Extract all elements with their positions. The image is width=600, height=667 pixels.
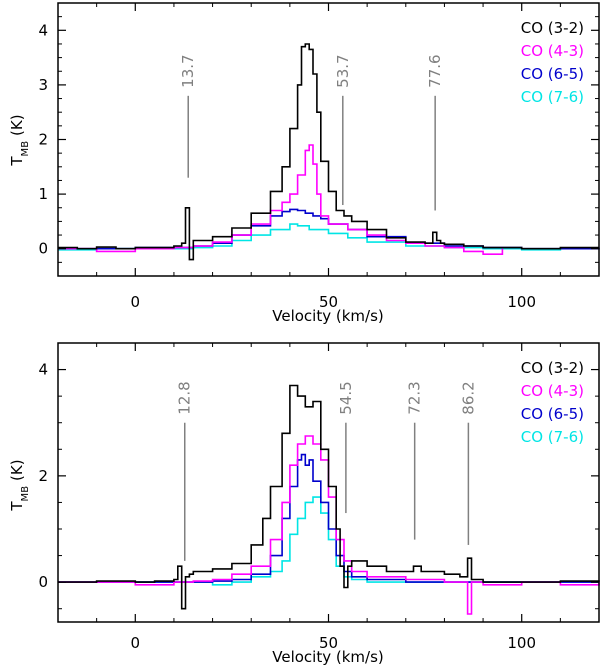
x-axis-title: Velocity (km/s) bbox=[272, 648, 383, 666]
legend-entry-1: CO (3-2) bbox=[521, 359, 584, 377]
y-tick-label: 3 bbox=[38, 76, 48, 94]
y-axis-title-main: T bbox=[8, 501, 26, 512]
y-tick-label: 0 bbox=[38, 573, 48, 591]
x-tick-label: 0 bbox=[131, 634, 141, 652]
series-line-1 bbox=[58, 43, 599, 261]
legend-entry-3: CO (6-5) bbox=[521, 65, 584, 83]
annotation-layer: 13.7 53.7 77.6 bbox=[179, 54, 444, 211]
annotation-label: 53.7 bbox=[334, 54, 352, 87]
legend-entry-4: CO (7-6) bbox=[521, 428, 584, 446]
annotation-layer: 12.8 54.5 72.3 86.2 bbox=[176, 381, 477, 561]
x-tick-label: 100 bbox=[507, 293, 536, 311]
tick-layer: 0 50 100 0 1 2 3 4 bbox=[38, 2, 600, 311]
annotation-label: 12.8 bbox=[176, 381, 194, 414]
series-line-4 bbox=[58, 496, 599, 586]
y-tick-label: 0 bbox=[38, 240, 48, 258]
y-axis-title-unit: (K) bbox=[8, 114, 26, 136]
legend-entry-4: CO (7-6) bbox=[521, 88, 584, 106]
series-layer bbox=[58, 384, 600, 615]
y-axis-title-unit: (K) bbox=[8, 459, 26, 481]
plot-frame bbox=[57, 2, 600, 277]
series-line-2 bbox=[58, 435, 600, 615]
x-tick-label: 50 bbox=[319, 634, 338, 652]
legend-entry-3: CO (6-5) bbox=[521, 405, 584, 423]
y-axis-title-sub: MB bbox=[20, 141, 31, 157]
y-axis-title: TMB (K) bbox=[8, 459, 31, 511]
y-axis-title-sub: MB bbox=[20, 486, 31, 502]
x-tick-label: 50 bbox=[319, 293, 338, 311]
annotation-label: 86.2 bbox=[459, 381, 477, 414]
annotation-label: 54.5 bbox=[337, 381, 355, 414]
annotation-label: 72.3 bbox=[406, 381, 424, 414]
y-tick-label: 4 bbox=[38, 21, 48, 39]
x-tick-label: 0 bbox=[131, 293, 141, 311]
y-tick-label: 2 bbox=[38, 467, 48, 485]
panel-bottom: 12.8 54.5 72.3 86.2 0 50 100 0 2 4 CO (3-2) CO (4… bbox=[8, 342, 600, 666]
legend-entry-2: CO (4-3) bbox=[521, 382, 584, 400]
annotation-label: 13.7 bbox=[179, 54, 197, 87]
y-tick-label: 4 bbox=[38, 361, 48, 379]
x-axis-title: Velocity (km/s) bbox=[272, 307, 383, 325]
panel-top: 13.7 53.7 77.6 0 50 100 0 1 2 3 4 CO (3-2) CO (4-3… bbox=[8, 2, 600, 325]
y-axis-title: TMB (K) bbox=[8, 114, 31, 166]
tick-layer: 0 50 100 0 2 4 bbox=[38, 342, 600, 652]
x-tick-label: 100 bbox=[507, 634, 536, 652]
y-axis-title-main: T bbox=[8, 156, 26, 167]
svg-text:TMB(K): TMB (K) bbox=[8, 114, 31, 166]
legend: CO (3-2) CO (4-3) CO (6-5) CO (7-6) bbox=[521, 359, 584, 446]
y-tick-label: 1 bbox=[38, 185, 48, 203]
legend: CO (3-2) CO (4-3) CO (6-5) CO (7-6) bbox=[521, 19, 584, 106]
legend-entry-2: CO (4-3) bbox=[521, 42, 584, 60]
legend-entry-1: CO (3-2) bbox=[521, 19, 584, 37]
series-line-1 bbox=[58, 384, 600, 610]
series-line-4 bbox=[58, 223, 599, 251]
svg-text:TMB(K): TMB (K) bbox=[8, 459, 31, 511]
y-tick-label: 2 bbox=[38, 131, 48, 149]
annotation-label: 77.6 bbox=[426, 54, 444, 87]
series-layer bbox=[58, 43, 600, 261]
